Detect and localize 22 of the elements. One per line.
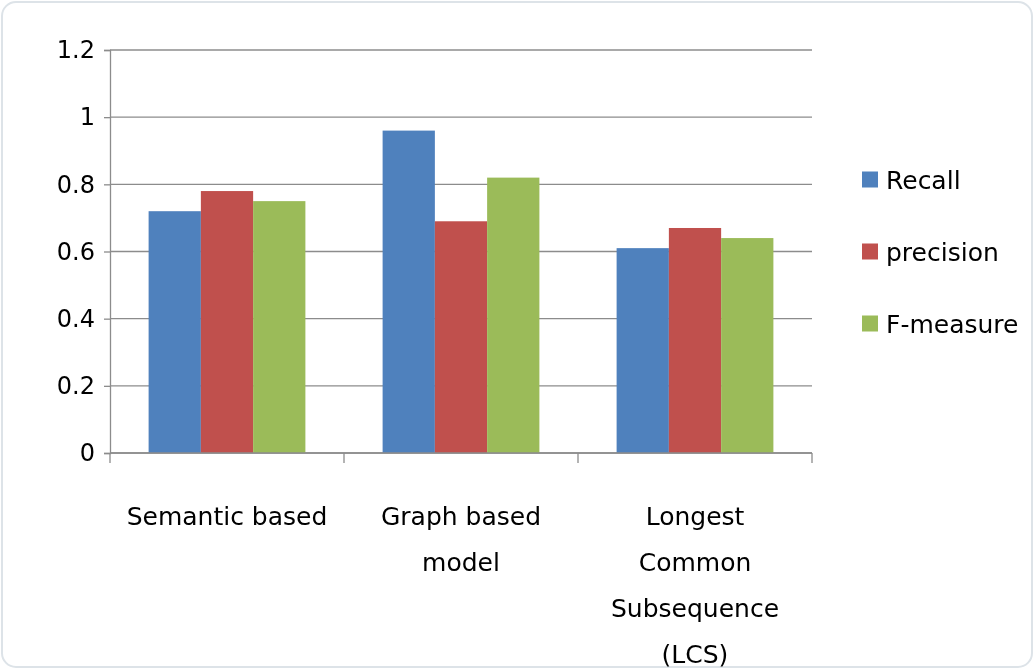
y-tick-label: 0.6 — [56, 237, 95, 266]
bar — [721, 238, 774, 453]
bar — [616, 248, 669, 453]
bar — [487, 177, 540, 453]
bar — [668, 227, 722, 453]
x-tick-label: Graph based model — [380, 502, 542, 577]
bar — [253, 201, 306, 453]
y-tick-label: 1 — [79, 103, 95, 132]
y-tick-label: 0 — [79, 439, 95, 468]
legend-label: precision — [886, 237, 999, 267]
y-tick-label: 0.4 — [56, 304, 95, 333]
legend-label: F-measure — [886, 309, 1019, 339]
bar — [148, 211, 201, 453]
x-tick-label: Semantic based — [126, 502, 328, 531]
y-tick-label: 0.8 — [56, 170, 95, 199]
bar — [382, 130, 435, 453]
bar — [200, 191, 254, 453]
y-tick-label: 0.2 — [56, 372, 95, 401]
legend-label: Recall — [886, 165, 961, 195]
x-tick-label: Longest Common Subsequence (LCS) — [610, 502, 780, 669]
bar — [434, 221, 488, 453]
y-tick-label: 1.2 — [56, 36, 95, 65]
